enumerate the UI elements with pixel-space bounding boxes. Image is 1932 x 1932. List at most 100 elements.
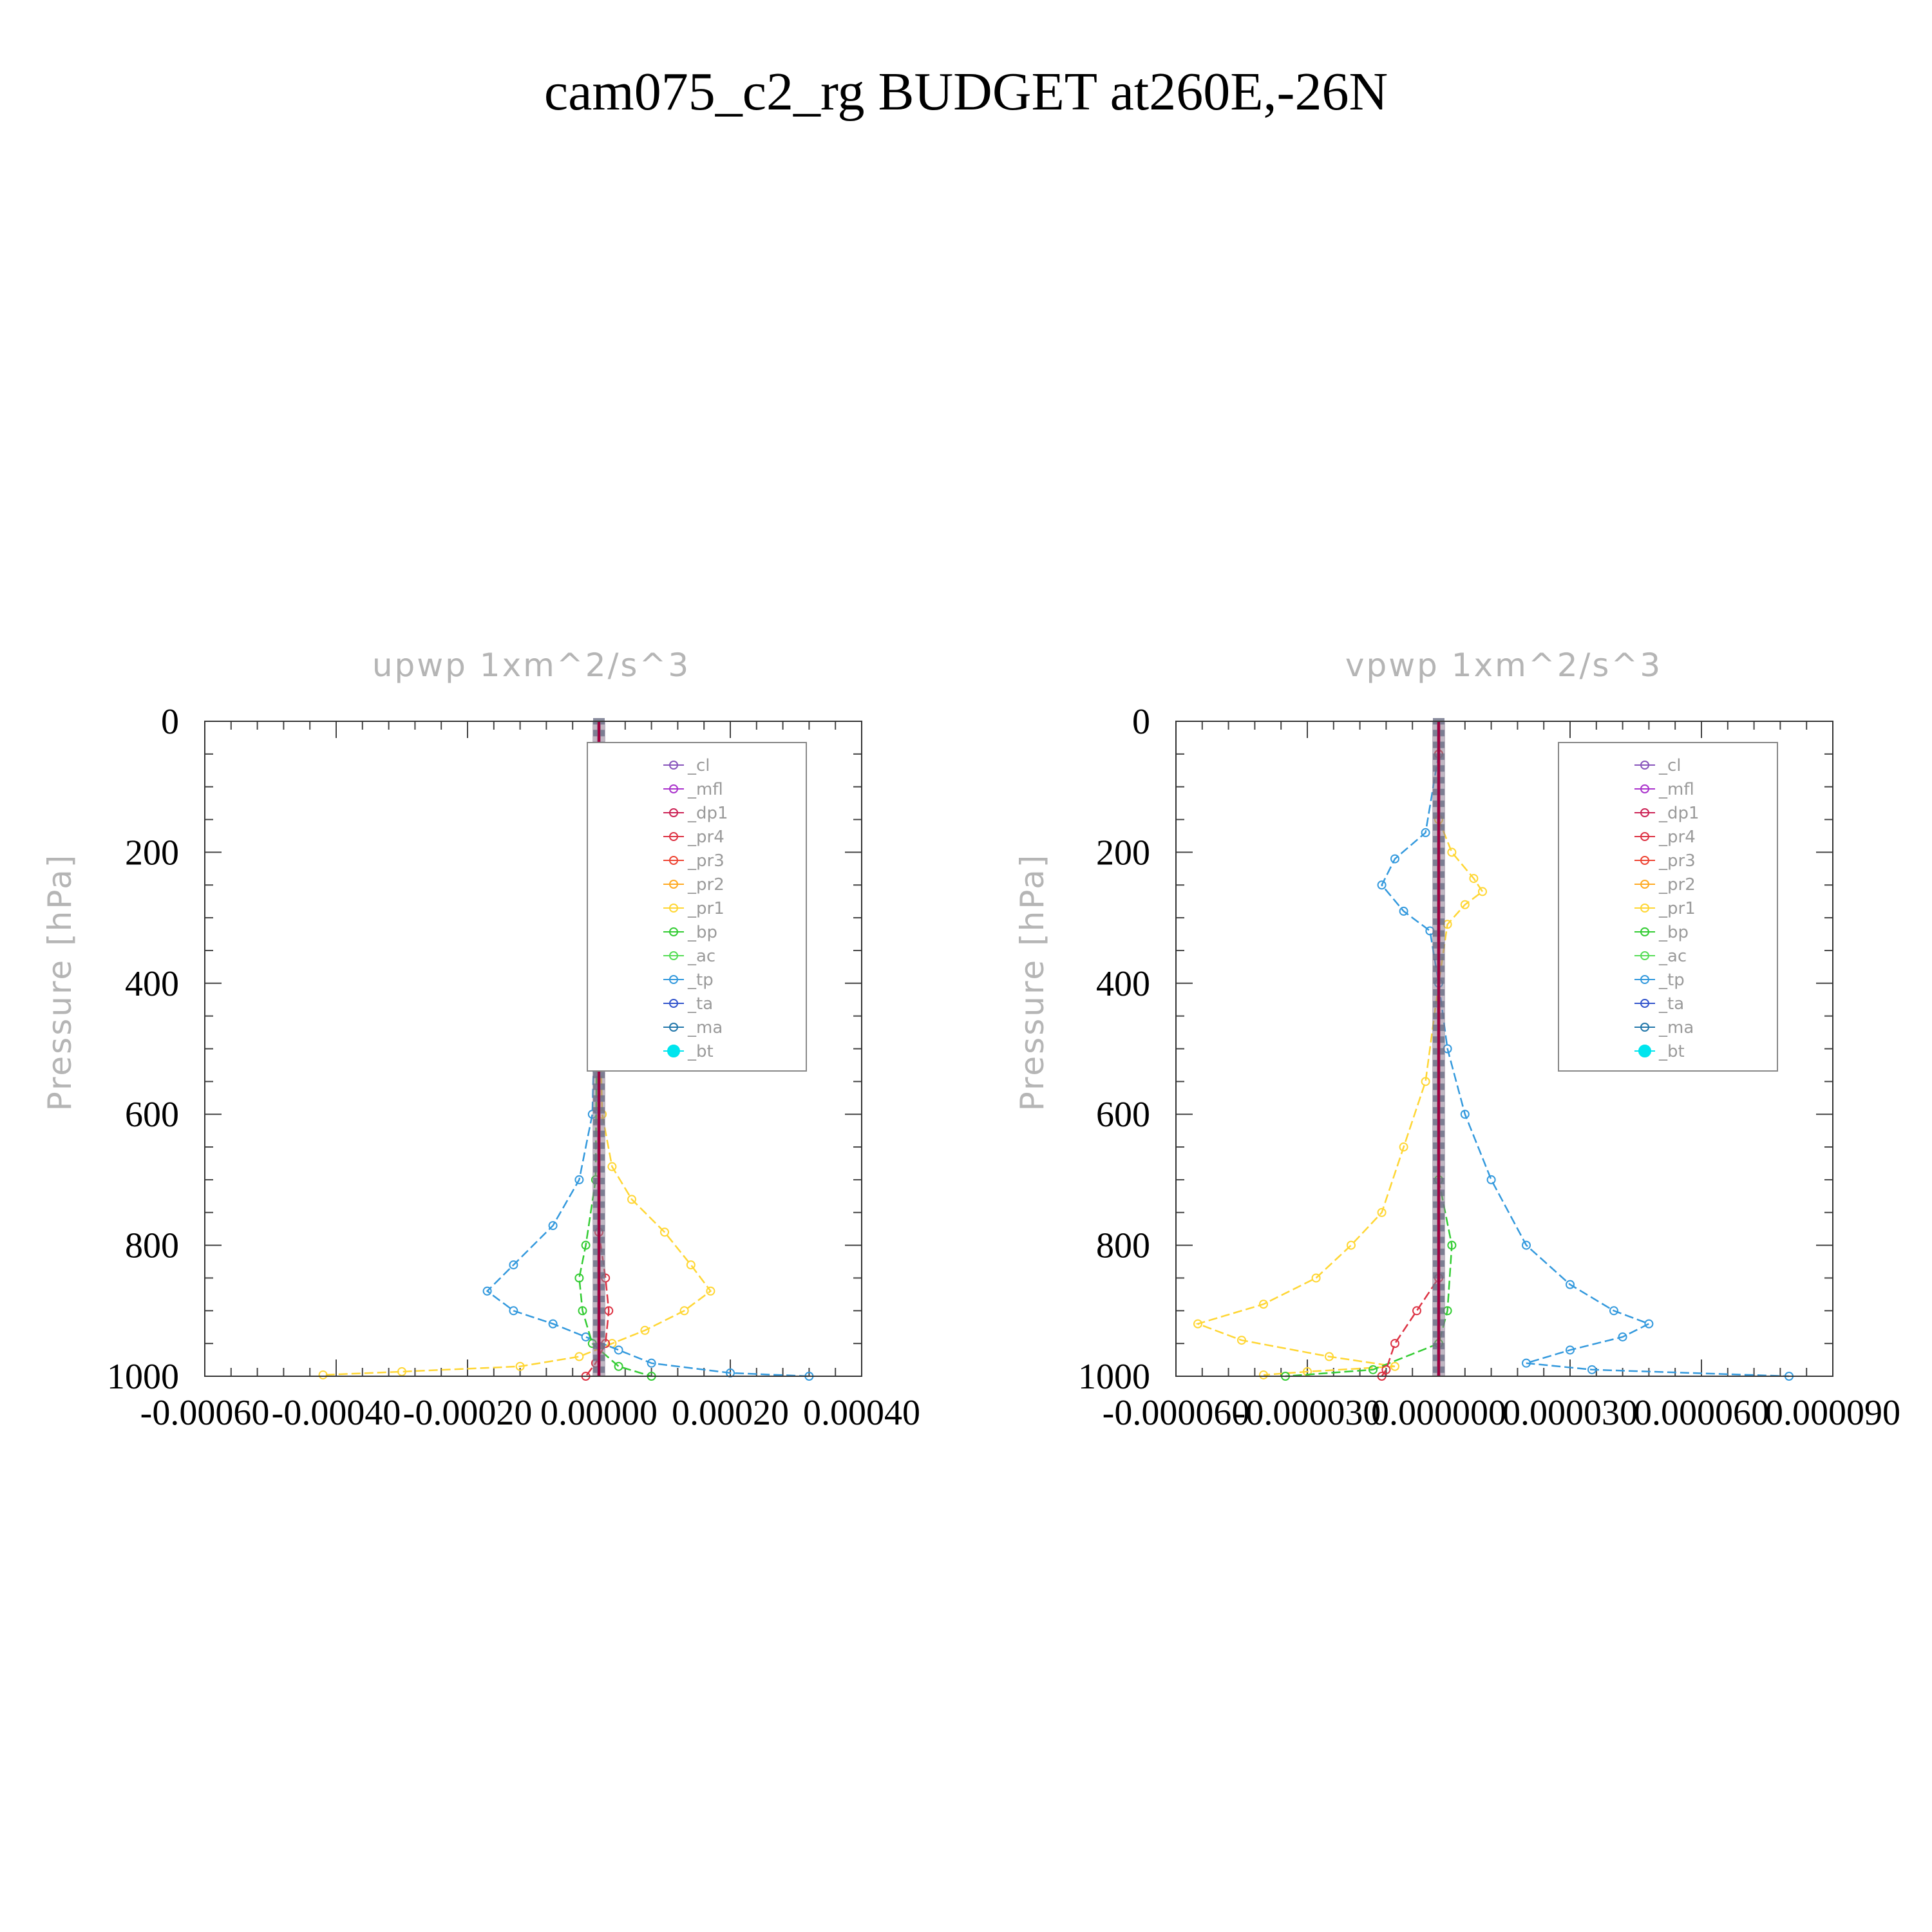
series-point-pr1	[660, 1227, 669, 1237]
x-tick-label: 0.000060	[1634, 1393, 1769, 1433]
series-point-tp	[548, 1319, 558, 1329]
figure-title: cam075_c2_rg BUDGET at260E,-26N	[544, 62, 1388, 122]
axis-ticks: 02004006008001000-0.000060-0.0000300.000…	[1078, 702, 1900, 1433]
panel-title: upwp 1xm^2/s^3	[372, 647, 690, 684]
series-point-tp	[1460, 1110, 1470, 1119]
x-tick-label: 0.00020	[672, 1393, 789, 1433]
series-line-bp	[1285, 753, 1453, 1378]
legend-label: _cl	[1658, 756, 1681, 775]
series-line-tp	[1381, 753, 1790, 1378]
series-point-pr1	[1259, 1370, 1268, 1379]
y-tick-label: 200	[1096, 833, 1150, 873]
x-tick-label: -0.000030	[1234, 1393, 1381, 1433]
legend-swatch-marker	[1640, 761, 1649, 770]
series-line-pr1	[323, 753, 712, 1376]
series-layer	[1193, 718, 1794, 1381]
series-point-pr1	[686, 1260, 696, 1270]
series-point-pr1	[1193, 1319, 1202, 1329]
legend-label: _pr3	[687, 851, 724, 871]
legend-swatch-marker	[669, 808, 678, 817]
legend-label: _mfl	[687, 780, 723, 799]
y-tick-label: 800	[1096, 1226, 1150, 1266]
legend-label: _tp	[687, 971, 714, 990]
series-point-pr1	[515, 1361, 525, 1371]
legend-swatch-marker	[669, 975, 678, 984]
legend-label: _ma	[687, 1018, 723, 1037]
legend-box	[587, 742, 807, 1072]
series-point-bp	[1368, 1365, 1378, 1374]
y-tick-label: 600	[1096, 1095, 1150, 1135]
legend-swatch-marker	[1640, 832, 1649, 841]
series-point-pr1	[1447, 848, 1457, 857]
series-point-pr4	[1381, 1365, 1391, 1374]
x-tick-label: 0.000000	[1371, 1393, 1506, 1433]
legend-swatch-marker	[1640, 856, 1649, 865]
x-tick-label: 0.00040	[803, 1393, 920, 1433]
series-point-pr4	[1390, 1339, 1399, 1349]
panel-title: vpwp 1xm^2/s^3	[1345, 647, 1662, 684]
x-tick-label: -0.00020	[403, 1393, 533, 1433]
series-point-tp	[1566, 1345, 1575, 1355]
legend-swatch-marker	[1638, 1045, 1651, 1057]
y-tick-label: 1000	[107, 1357, 179, 1397]
legend-label: _bp	[1658, 923, 1689, 942]
x-tick-label: -0.00040	[272, 1393, 401, 1433]
series-point-pr1	[640, 1325, 650, 1335]
legend-label: _pr2	[1658, 875, 1696, 895]
legend-swatch-marker	[669, 1023, 678, 1032]
y-tick-label: 400	[125, 964, 179, 1004]
series-point-pr4	[1412, 1306, 1421, 1316]
legend-label: _pr1	[1658, 899, 1696, 918]
legend-label: _cl	[687, 756, 710, 775]
legend-label: _pr1	[687, 899, 724, 918]
legend-label: _mfl	[1658, 780, 1694, 799]
legend-swatch-marker	[669, 832, 678, 841]
series-point-pr1	[397, 1367, 406, 1376]
series-point-tp	[509, 1306, 518, 1316]
panel-vpwp: vpwp 1xm^2/s^3 Pressure [hPa] 0 200 400 600…	[1014, 647, 1900, 1433]
series-point-pr1	[1303, 1367, 1312, 1376]
legend-swatch-marker	[669, 856, 678, 865]
legend-swatch-marker	[669, 904, 678, 913]
series-point-bp	[574, 1273, 584, 1283]
series-point-pr1	[607, 1162, 617, 1171]
series-point-pr1	[706, 1286, 715, 1296]
series-point-pr1	[1390, 1361, 1399, 1371]
series-point-pr1	[1469, 874, 1479, 884]
series-point-tp	[574, 1175, 584, 1184]
legend-swatch-marker	[1640, 975, 1649, 984]
series-point-tp	[647, 1358, 656, 1368]
x-tick-label: -0.00060	[140, 1393, 270, 1433]
legend-swatch-marker	[669, 784, 678, 793]
series-line-tp	[486, 753, 810, 1378]
x-tick-label: 0.00000	[540, 1393, 658, 1433]
series-point-pr1	[627, 1195, 636, 1204]
legend-label: _bt	[1658, 1042, 1685, 1061]
legend: _cl _mfl _dp1 _pr4 _pr3 _pr2 _pr1 _bp _ac _tp _ta _…	[1558, 742, 1778, 1072]
series-point-tp	[1522, 1240, 1531, 1250]
series-point-tp	[1399, 906, 1408, 916]
axis-ticks: 0 200 400 600 800 1000-0.00060 -0.00040 -0.0002…	[107, 702, 920, 1433]
legend-swatch-marker	[1640, 784, 1649, 793]
legend-label: _bt	[687, 1042, 714, 1061]
legend-swatch-marker	[1640, 880, 1649, 889]
legend-swatch-marker	[669, 880, 678, 889]
y-tick-label: 400	[1096, 964, 1150, 1004]
legend-label: _ac	[1658, 947, 1687, 966]
series-point-pr1	[1237, 1336, 1246, 1345]
plot-frame	[1175, 721, 1833, 1377]
series-point-tp	[1486, 1175, 1496, 1184]
series-point-tp	[1421, 828, 1430, 837]
series-point-tp	[548, 1221, 558, 1231]
legend-label: _pr3	[1658, 851, 1696, 871]
x-tick-label: 0.000030	[1502, 1393, 1638, 1433]
legend-swatch-marker	[669, 999, 678, 1008]
legend-label: _ac	[687, 947, 715, 966]
legend-swatch-marker	[1640, 951, 1649, 960]
legend: _cl _mfl _dp1 _pr4 _pr3 _pr2 _pr1 _bp _ac _tp _ta _…	[587, 742, 807, 1072]
legend-box	[1558, 742, 1778, 1072]
y-tick-label: 200	[125, 833, 179, 873]
legend-label: _dp1	[687, 804, 728, 823]
series-point-tp	[1587, 1365, 1596, 1374]
series-point-pr1	[318, 1370, 328, 1379]
